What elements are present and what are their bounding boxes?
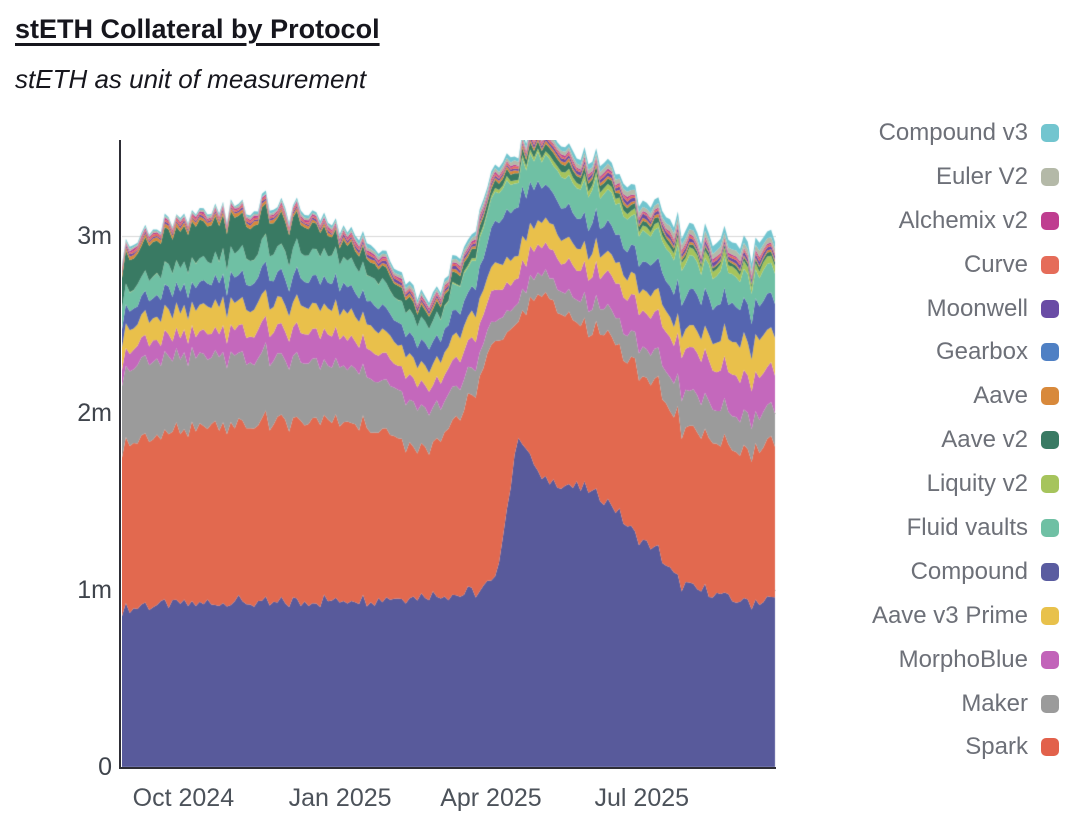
y-axis-line	[119, 140, 121, 769]
legend-item-label: Aave	[973, 382, 1028, 410]
y-axis-tick-label: 2m	[77, 399, 112, 427]
legend-item-maker[interactable]: Maker	[872, 682, 1059, 726]
x-axis-tick-label: Oct 2024	[132, 784, 235, 812]
legend-item-aave-v3-prime[interactable]: Aave v3 Prime	[872, 594, 1059, 638]
legend-item-label: Maker	[961, 689, 1028, 717]
legend-color-swatch	[1041, 299, 1059, 318]
legend-color-swatch	[1041, 562, 1059, 581]
legend-item-euler-v2[interactable]: Euler V2	[872, 155, 1059, 199]
legend-item-aave-v2[interactable]: Aave v2	[872, 418, 1059, 462]
y-axis-tick-label: 3m	[77, 222, 112, 250]
legend-item-label: Alchemix v2	[898, 206, 1028, 234]
legend-item-curve[interactable]: Curve	[872, 243, 1059, 287]
legend-color-swatch	[1041, 167, 1059, 186]
legend-color-swatch	[1041, 431, 1059, 450]
legend-color-swatch	[1041, 211, 1059, 230]
legend-item-label: Aave v2	[941, 426, 1028, 454]
legend-item-label: Compound	[910, 557, 1028, 585]
x-axis-tick-label: Jul 2025	[594, 784, 690, 812]
legend-item-label: Curve	[963, 250, 1028, 278]
legend-item-morphoblue[interactable]: MorphoBlue	[872, 638, 1059, 682]
legend-item-label: Gearbox	[935, 338, 1028, 366]
x-axis-tick-label: Jan 2025	[288, 784, 392, 812]
plot-area	[122, 140, 776, 768]
legend-color-swatch	[1041, 123, 1059, 142]
legend-item-aave[interactable]: Aave	[872, 374, 1059, 418]
legend-item-label: Moonwell	[926, 294, 1028, 322]
legend-color-swatch	[1041, 694, 1059, 713]
chart-title: stETH Collateral by Protocol	[15, 14, 380, 44]
legend-item-label: Compound v3	[878, 118, 1028, 146]
legend-color-swatch	[1041, 343, 1059, 362]
legend-color-swatch	[1041, 606, 1059, 625]
legend-item-label: Aave v3 Prime	[871, 601, 1028, 629]
legend-item-spark[interactable]: Spark	[872, 725, 1059, 769]
legend-item-fluid-vaults[interactable]: Fluid vaults	[872, 506, 1059, 550]
legend-color-swatch	[1041, 255, 1059, 274]
legend-item-label: Euler V2	[935, 162, 1028, 190]
legend-color-swatch	[1041, 518, 1059, 537]
legend-color-swatch	[1041, 738, 1059, 757]
legend-item-label: Fluid vaults	[906, 513, 1028, 541]
legend-item-label: Spark	[965, 733, 1028, 761]
legend-color-swatch	[1041, 650, 1059, 669]
legend-item-label: Liquity v2	[926, 470, 1028, 498]
y-axis-tick-label: 1m	[77, 576, 112, 604]
legend-color-swatch	[1041, 475, 1059, 494]
chart-subtitle: stETH as unit of measurement	[15, 64, 367, 94]
legend-item-compound-v3[interactable]: Compound v3	[872, 111, 1059, 155]
stacked-area-chart	[122, 140, 776, 768]
legend-item-label: MorphoBlue	[898, 645, 1028, 673]
legend-item-liquity-v2[interactable]: Liquity v2	[872, 462, 1059, 506]
y-axis-tick-label: 0	[98, 753, 112, 781]
legend-item-gearbox[interactable]: Gearbox	[872, 330, 1059, 374]
legend-item-alchemix-v2[interactable]: Alchemix v2	[872, 199, 1059, 243]
legend-item-moonwell[interactable]: Moonwell	[872, 287, 1059, 331]
x-axis-line	[119, 767, 776, 769]
x-axis-tick-label: Apr 2025	[440, 784, 542, 812]
legend-item-compound[interactable]: Compound	[872, 550, 1059, 594]
legend: Compound v3 Euler V2 Alchemix v2 Curve M…	[872, 111, 1059, 769]
legend-color-swatch	[1041, 387, 1059, 406]
